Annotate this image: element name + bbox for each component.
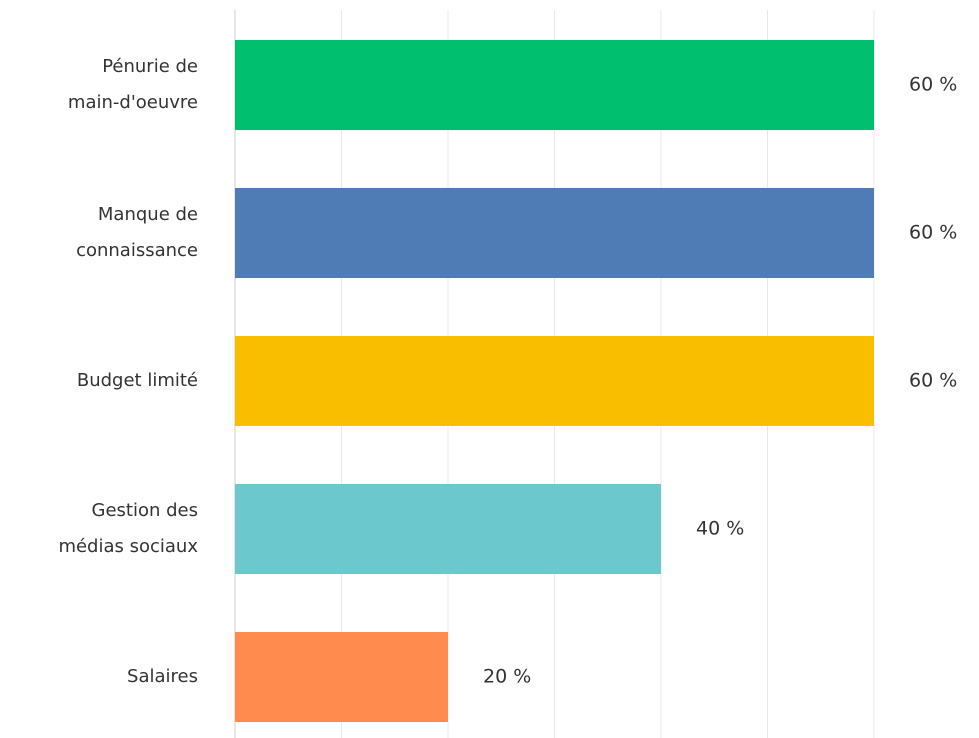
category-label: main-d'oeuvre — [68, 92, 198, 113]
bar — [235, 484, 661, 574]
category-label: Salaires — [127, 666, 198, 687]
category-label: Manque de — [98, 204, 198, 225]
category-label: Budget limité — [77, 370, 198, 391]
value-label: 20 % — [483, 666, 531, 688]
bar — [235, 188, 874, 278]
value-label: 60 % — [909, 370, 957, 392]
category-label: connaissance — [76, 240, 198, 261]
bar — [235, 336, 874, 426]
category-label: Gestion des — [92, 500, 198, 521]
value-label: 60 % — [909, 74, 957, 96]
bar — [235, 40, 874, 130]
bar — [235, 632, 448, 722]
category-label: médias sociaux — [58, 536, 198, 557]
value-label: 60 % — [909, 222, 957, 244]
value-label: 40 % — [696, 518, 744, 540]
category-label: Pénurie de — [102, 56, 198, 77]
